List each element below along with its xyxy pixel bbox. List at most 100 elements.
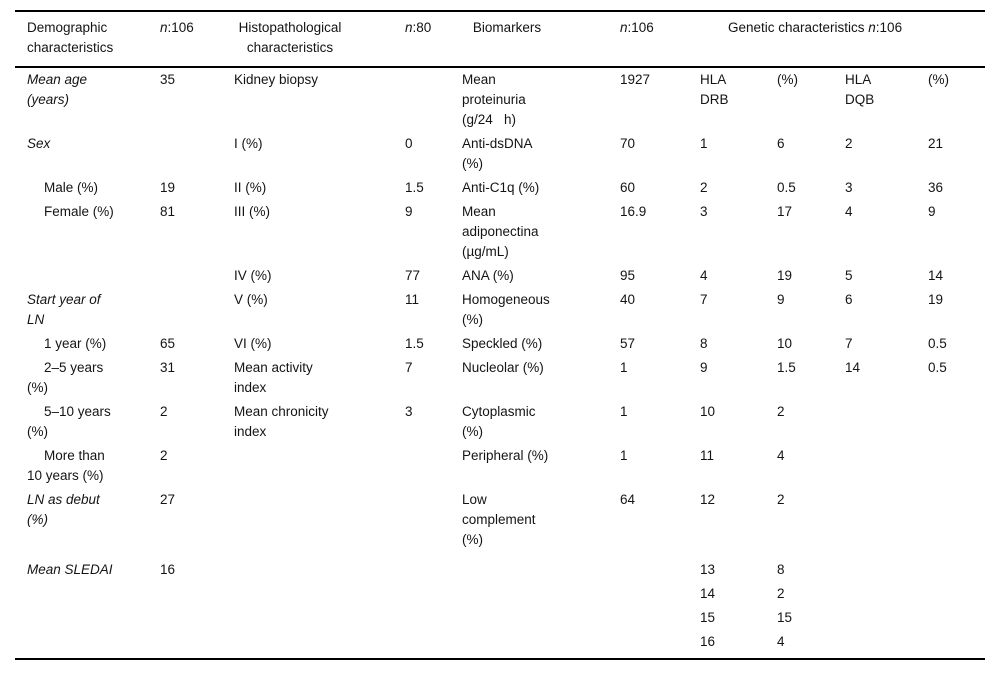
header-biomarkers: Biomarkers: [462, 11, 620, 68]
table-cell: 0.5: [928, 360, 947, 375]
table-cell: Cytoplasmic (%): [462, 404, 536, 439]
table-cell: [160, 288, 234, 332]
table-cell: 65: [160, 336, 176, 351]
table-cell: 16.9: [620, 204, 647, 219]
table-cell: (%): [928, 72, 949, 87]
table-cell: 4: [845, 204, 853, 219]
table-cell: Female (%): [44, 204, 114, 219]
table-cell: 77: [405, 268, 421, 283]
table-cell: LN as debut (%): [27, 492, 100, 527]
table-cell: [405, 67, 462, 132]
table-cell: [620, 606, 700, 630]
table-cell: 27: [160, 492, 176, 507]
table-cell: 2: [700, 180, 708, 195]
table-cell: [928, 552, 985, 582]
n-italic: n: [868, 20, 876, 35]
table-row: Sex I (%) 0 Anti-dsDNA (%) 70 1 6 2 21: [15, 132, 985, 176]
table-cell: 2: [160, 448, 168, 463]
table-cell: 57: [620, 336, 636, 351]
header-histopathological-n: n:80: [405, 11, 462, 68]
table-cell: 13: [700, 562, 716, 577]
table-cell: 95: [620, 268, 636, 283]
table-cell: [15, 606, 160, 630]
table-cell: Mean proteinuria (g/24 h): [462, 72, 526, 127]
table-cell: [462, 582, 620, 606]
table-cell: [620, 552, 700, 582]
header-biomarkers-n: n:106: [620, 11, 700, 68]
n-italic: n: [160, 20, 168, 35]
table-cell: 2: [160, 404, 168, 419]
table-cell: 2: [845, 136, 853, 151]
table-cell: [928, 606, 985, 630]
table-cell: [845, 552, 928, 582]
table-cell: ANA (%): [462, 268, 514, 283]
characteristics-table: Demographic characteristics n:106 Histop…: [15, 10, 986, 660]
table-row: Start year of LN V (%) 11 Homogeneous (%) 40…: [15, 288, 985, 332]
table-cell: 5: [845, 268, 853, 283]
table-cell: Anti-dsDNA (%): [462, 136, 532, 171]
table-cell: [405, 606, 462, 630]
table-cell: 16: [160, 562, 176, 577]
table-cell: [405, 488, 462, 552]
table-cell: Mean SLEDAI: [27, 562, 113, 577]
table-cell: 1: [620, 448, 628, 463]
n-italic: n: [405, 20, 413, 35]
table-cell: [620, 582, 700, 606]
table-cell: 9: [405, 204, 413, 219]
table-cell: 14: [928, 268, 944, 283]
table-cell: 2: [777, 586, 785, 601]
table-cell: 31: [160, 360, 176, 375]
table-cell: 4: [777, 448, 785, 463]
table-cell: Low complement (%): [462, 492, 536, 547]
table-cell: Male (%): [44, 180, 99, 195]
table-cell: Mean adiponectina (µg/mL): [462, 204, 539, 259]
header-histopathological-characteristics: Histopathological characteristics: [234, 11, 405, 68]
table-cell: [928, 582, 985, 606]
table-cell: 2–5 years (%): [27, 360, 104, 395]
table-header: Demographic characteristics n:106 Histop…: [15, 11, 986, 68]
table-cell: 15: [777, 610, 793, 625]
n-italic: n: [620, 20, 628, 35]
table-cell: 9: [928, 204, 936, 219]
table-cell: [845, 606, 928, 630]
table-cell: Anti-C1q (%): [462, 180, 540, 195]
table-cell: Start year of LN: [27, 292, 101, 327]
table-cell: 21: [928, 136, 944, 151]
table-row: IV (%) 77 ANA (%) 95 4 19 5 14: [15, 264, 985, 288]
table-cell: 11: [700, 448, 715, 463]
table-cell: 10: [700, 404, 716, 419]
table-cell: 40: [620, 292, 636, 307]
table-cell: [928, 488, 985, 552]
n-value: :106: [875, 20, 903, 35]
table-cell: [234, 630, 405, 659]
table-row: 14 2: [15, 582, 985, 606]
table-cell: 4: [777, 634, 785, 649]
table-cell: [928, 400, 985, 444]
table-cell: [405, 630, 462, 659]
table-cell: More than 10 years (%): [27, 448, 105, 483]
table-cell: 35: [160, 72, 176, 87]
table-header-row: Demographic characteristics n:106 Histop…: [15, 11, 986, 68]
table-cell: 19: [777, 268, 793, 283]
table-cell: [160, 132, 234, 176]
table-cell: 8: [777, 562, 785, 577]
table-cell: [845, 582, 928, 606]
table-cell: [462, 606, 620, 630]
table-cell: [160, 264, 234, 288]
table-cell: Mean chronicity index: [234, 404, 329, 439]
table-cell: 7: [700, 292, 708, 307]
table-cell: [15, 630, 160, 659]
table-cell: 9: [700, 360, 708, 375]
table-row: Mean SLEDAI 16 13 8: [15, 552, 985, 582]
table-cell: [405, 582, 462, 606]
table-row: 2–5 years (%) 31 Mean activity index 7 Nucle…: [15, 356, 985, 400]
table-cell: 7: [845, 336, 853, 351]
table-cell: [405, 444, 462, 488]
table-cell: (%): [777, 72, 798, 87]
table-cell: 5–10 years (%): [27, 404, 111, 439]
table-cell: 19: [928, 292, 944, 307]
table-cell: 1: [620, 360, 628, 375]
header-genetic-characteristics: Genetic characteristics n:106: [700, 11, 986, 68]
table-cell: 15: [700, 610, 716, 625]
table-row: LN as debut (%) 27 Low complement (%) 64 12 2: [15, 488, 985, 552]
